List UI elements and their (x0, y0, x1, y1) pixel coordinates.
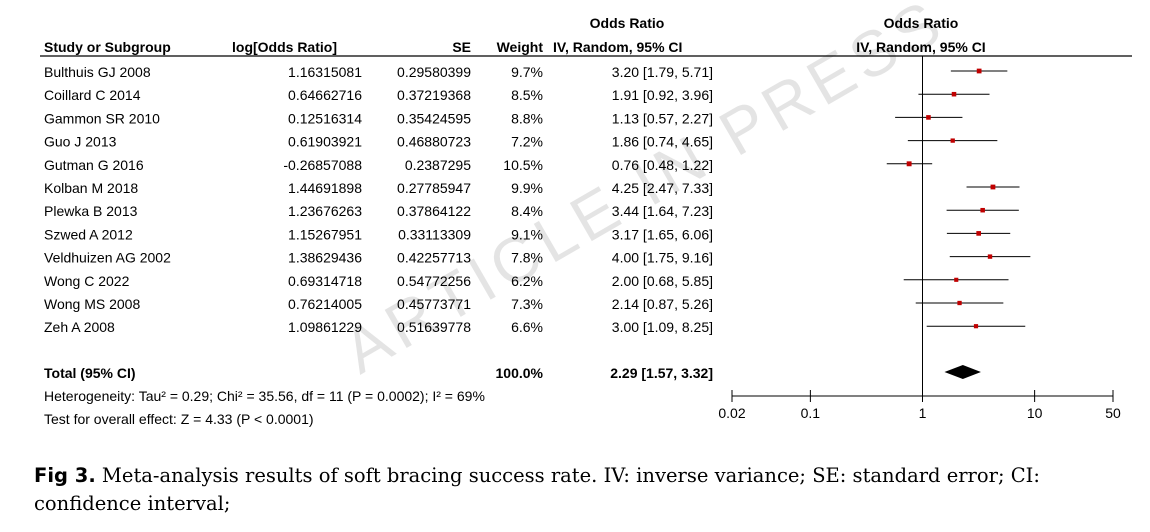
x-axis-tick-label: 0.02 (718, 405, 745, 421)
study-log-odds: -0.26857088 (283, 157, 362, 173)
study-weight: 9.1% (511, 226, 543, 242)
study-weight: 6.2% (511, 273, 543, 289)
study-marker (976, 68, 982, 74)
study-ci: 1.86 [0.74, 4.65] (612, 134, 713, 150)
study-log-odds: 1.15267951 (288, 226, 362, 242)
x-axis-tick-label: 10 (1027, 405, 1043, 421)
study-se: 0.45773771 (397, 296, 471, 312)
study-weight: 7.3% (511, 296, 543, 312)
study-se: 0.37219368 (397, 87, 471, 103)
x-axis-tick-label: 1 (919, 405, 927, 421)
header-plot-method: IV, Random, 95% CI (856, 39, 985, 55)
study-name: Gammon SR 2010 (44, 110, 160, 126)
study-name: Zeh A 2008 (44, 319, 115, 335)
study-se: 0.51639778 (397, 319, 471, 335)
study-ci: 1.13 [0.57, 2.27] (612, 110, 713, 126)
study-ci: 4.25 [2.47, 7.33] (612, 180, 713, 196)
study-weight: 8.4% (511, 203, 543, 219)
study-log-odds: 0.69314718 (288, 273, 362, 289)
study-ci: 3.17 [1.65, 6.06] (612, 226, 713, 242)
study-log-odds: 1.09861229 (288, 319, 362, 335)
study-weight: 8.8% (511, 110, 543, 126)
study-name: Bulthuis GJ 2008 (44, 64, 151, 80)
study-marker (950, 138, 955, 143)
study-ci: 2.14 [0.87, 5.26] (612, 296, 713, 312)
study-ci: 2.00 [0.68, 5.85] (612, 273, 713, 289)
study-ci: 0.76 [0.48, 1.22] (612, 157, 713, 173)
study-marker (980, 207, 985, 213)
study-name: Coillard C 2014 (44, 87, 141, 103)
study-name: Veldhuizen AG 2002 (44, 250, 171, 266)
heterogeneity-text: Heterogeneity: Tau² = 0.29; Chi² = 35.56… (44, 388, 485, 404)
header-odds-ratio-left: Odds Ratio (590, 15, 665, 31)
study-se: 0.37864122 (397, 203, 471, 219)
study-name: Plewka B 2013 (44, 203, 138, 219)
pooled-diamond (944, 365, 981, 379)
study-se: 0.35424595 (397, 110, 471, 126)
study-name: Wong C 2022 (44, 273, 130, 289)
study-marker (957, 300, 962, 306)
study-weight: 6.6% (511, 319, 543, 335)
study-weight: 7.8% (511, 250, 543, 266)
study-log-odds: 0.76214005 (288, 296, 362, 312)
study-weight: 7.2% (511, 134, 543, 150)
study-weight: 8.5% (511, 87, 543, 103)
study-log-odds: 0.12516314 (288, 110, 362, 126)
study-ci: 3.00 [1.09, 8.25] (612, 319, 713, 335)
study-marker (987, 254, 993, 259)
study-weight: 10.5% (503, 157, 543, 173)
study-name: Kolban M 2018 (44, 180, 138, 196)
study-log-odds: 1.38629436 (288, 250, 362, 266)
study-ci: 4.00 [1.75, 9.16] (612, 250, 713, 266)
caption-label: Fig 3. (34, 464, 96, 487)
total-label: Total (95% CI) (44, 365, 136, 381)
study-marker (990, 184, 996, 190)
forest-plot-panel: 0.02 0.1 1 10 50 (718, 56, 1121, 421)
study-marker (973, 324, 979, 329)
study-marker (951, 91, 957, 97)
study-ci: 3.44 [1.64, 7.23] (612, 203, 713, 219)
study-name: Szwed A 2012 (44, 226, 133, 242)
study-name: Wong MS 2008 (44, 296, 140, 312)
total-ci: 2.29 [1.57, 3.32] (610, 365, 713, 381)
header-se: SE (452, 39, 471, 55)
study-log-odds: 1.23676263 (288, 203, 362, 219)
x-axis-tick-label: 0.1 (801, 405, 821, 421)
study-name: Gutman G 2016 (44, 157, 144, 173)
header-ci: IV, Random, 95% CI (553, 39, 682, 55)
study-name: Guo J 2013 (44, 134, 117, 150)
overall-effect-text: Test for overall effect: Z = 4.33 (P < 0… (44, 411, 314, 427)
study-marker (954, 277, 959, 282)
study-se: 0.27785947 (397, 180, 471, 196)
figure-caption: Fig 3. Meta-analysis results of soft bra… (34, 462, 1144, 518)
study-se: 0.2387295 (405, 157, 471, 173)
study-weight: 9.7% (511, 64, 543, 80)
study-log-odds: 0.64662716 (288, 87, 362, 103)
study-marker (926, 115, 931, 120)
study-rows: Bulthuis GJ 2008 1.16315081 0.29580399 9.7%… (44, 64, 713, 335)
study-se: 0.54772256 (397, 273, 471, 289)
study-ci: 1.91 [0.92, 3.96] (612, 87, 713, 103)
study-se: 0.46880723 (397, 134, 471, 150)
study-se: 0.33113309 (398, 226, 471, 242)
header-study: Study or Subgroup (44, 39, 171, 55)
study-marker (906, 161, 912, 167)
header-weight: Weight (497, 39, 544, 55)
caption-text: Meta-analysis results of soft bracing su… (34, 464, 1040, 515)
study-log-odds: 1.16315081 (288, 64, 362, 80)
header-odds-ratio-right: Odds Ratio (884, 15, 959, 31)
study-se: 0.42257713 (397, 250, 471, 266)
study-ci: 3.20 [1.79, 5.71] (612, 64, 713, 80)
study-weight: 9.9% (511, 180, 543, 196)
study-se: 0.29580399 (397, 64, 471, 80)
study-log-odds: 1.44691898 (288, 180, 362, 196)
header-log-odds: log[Odds Ratio] (232, 39, 337, 55)
x-axis-tick-label: 50 (1105, 405, 1121, 421)
study-marker (976, 231, 982, 236)
total-weight: 100.0% (496, 365, 544, 381)
study-log-odds: 0.61903921 (288, 134, 362, 150)
